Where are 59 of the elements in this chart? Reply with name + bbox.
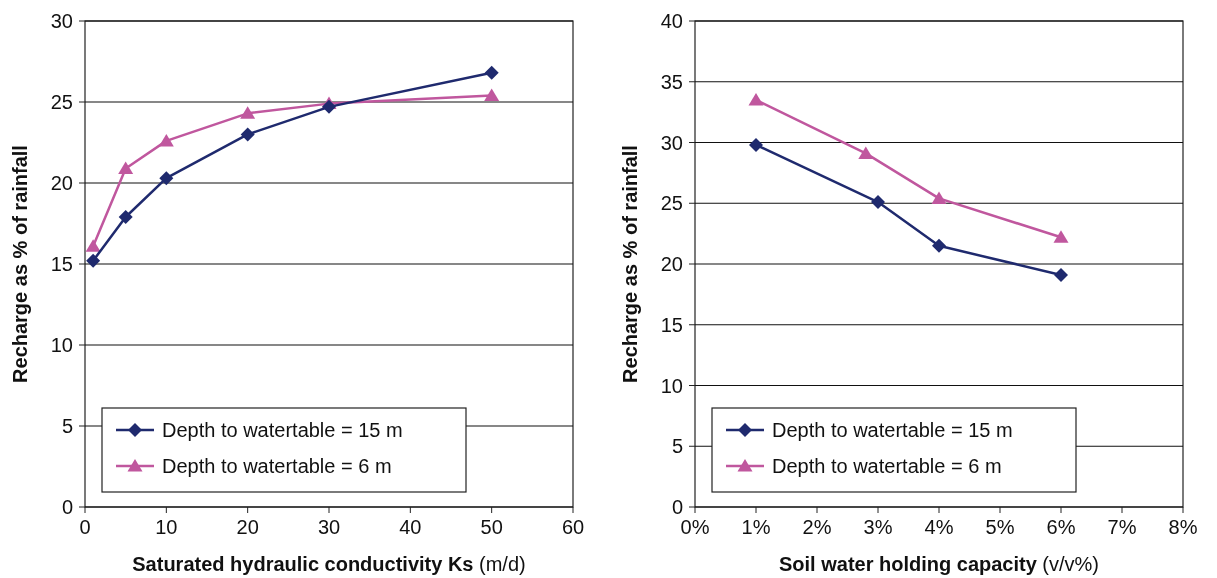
- point: [1054, 267, 1068, 282]
- x-axis-title: Soil water holding capacity (v/v%): [778, 553, 1100, 575]
- legend-label: Depth to watertable = 6 m: [772, 455, 1002, 477]
- point: [85, 239, 101, 252]
- x-axis-title: Saturated hydraulic conductivity Ks (m/d): [132, 553, 526, 575]
- x-tick-label: 20: [236, 516, 259, 538]
- point: [118, 161, 134, 174]
- x-tick-label: 8%: [1168, 516, 1198, 538]
- x-tick-label: 0%: [680, 516, 710, 538]
- point: [858, 146, 874, 159]
- point: [118, 210, 133, 225]
- legend-label: Depth to watertable = 15 m: [772, 419, 1013, 441]
- x-tick-label: 7%: [1107, 516, 1137, 538]
- point: [748, 92, 764, 106]
- x-tick-label: 6%: [1046, 516, 1076, 538]
- y-tick-label: 5: [671, 435, 683, 458]
- x-tick-label: 0: [79, 516, 91, 538]
- point: [240, 127, 255, 142]
- y-axis-title: Recharge as % of rainfall: [9, 145, 31, 383]
- point: [871, 195, 885, 210]
- y-tick-label: 25: [50, 91, 73, 113]
- y-tick-label: 0: [61, 496, 73, 518]
- x-tick-label: 4%: [924, 516, 954, 538]
- point: [484, 65, 499, 80]
- point: [932, 238, 946, 253]
- x-tick-label: 2%: [802, 516, 832, 538]
- point: [484, 88, 500, 102]
- x-tick-label: 30: [317, 516, 341, 538]
- x-tick-label: 5%: [985, 516, 1015, 538]
- x-tick-label: 60: [561, 516, 585, 538]
- legend-label: Depth to watertable = 6 m: [162, 455, 392, 477]
- y-tick-label: 5: [61, 415, 73, 437]
- y-axis-title: Recharge as % of rainfall: [619, 145, 641, 383]
- y-tick-label: 0: [671, 496, 683, 518]
- y-tick-label: 20: [660, 253, 683, 275]
- y-tick-label: 40: [660, 10, 683, 32]
- x-tick-label: 1%: [741, 516, 771, 538]
- point: [159, 171, 174, 186]
- y-tick-label: 35: [660, 70, 683, 93]
- point: [158, 133, 174, 147]
- y-tick-label: 30: [50, 10, 73, 32]
- point: [240, 106, 256, 119]
- y-tick-label: 15: [660, 313, 683, 336]
- point: [322, 99, 336, 114]
- point: [86, 253, 101, 268]
- y-tick-label: 10: [660, 374, 683, 397]
- x-tick-label: 50: [480, 516, 503, 538]
- x-tick-label: 10: [155, 516, 178, 538]
- legend-label: Depth to watertable = 15 m: [162, 419, 403, 441]
- y-tick-label: 10: [50, 334, 73, 356]
- point: [1053, 230, 1069, 243]
- point: [749, 137, 763, 152]
- y-tick-label: 20: [50, 172, 73, 194]
- point: [931, 191, 947, 204]
- x-tick-label: 40: [399, 516, 422, 538]
- y-tick-label: 30: [660, 131, 683, 154]
- y-tick-label: 15: [50, 253, 73, 275]
- x-tick-label: 3%: [863, 516, 893, 538]
- y-tick-label: 25: [660, 192, 683, 215]
